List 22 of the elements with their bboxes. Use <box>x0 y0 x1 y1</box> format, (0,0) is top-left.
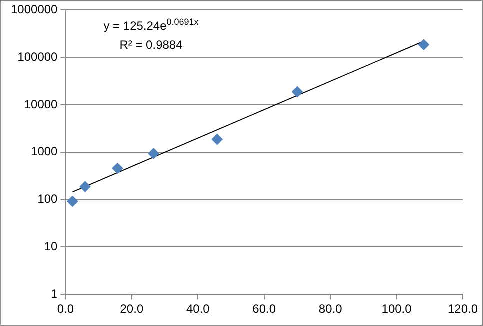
y-tick-label: 1000 <box>31 144 58 159</box>
annotation: R² = 0.9884 <box>120 38 184 52</box>
y-tick-label: 100 <box>38 192 58 206</box>
point <box>292 86 303 98</box>
y-tick-label: 100000 <box>18 50 58 64</box>
y-tick-label: 10 <box>44 240 58 254</box>
x-tick-label: 40.0 <box>186 302 210 316</box>
x-tick-label: 0.0 <box>57 302 74 316</box>
y-tick-label: 1 <box>51 286 58 301</box>
x-tick-label: 80.0 <box>318 302 343 316</box>
point <box>418 39 430 50</box>
y-tick-label: 1000000 <box>11 2 58 17</box>
point <box>80 181 91 192</box>
point <box>112 163 124 174</box>
point <box>67 196 78 208</box>
y-tick-label: 10000 <box>24 97 58 112</box>
x-tick-label: 60.0 <box>252 302 276 316</box>
point <box>148 148 160 160</box>
x-tick-label: 20.0 <box>120 302 144 316</box>
x-tick-label: 100.0 <box>382 302 412 316</box>
point <box>212 134 223 146</box>
x-tick-label: 120.0 <box>448 302 478 316</box>
